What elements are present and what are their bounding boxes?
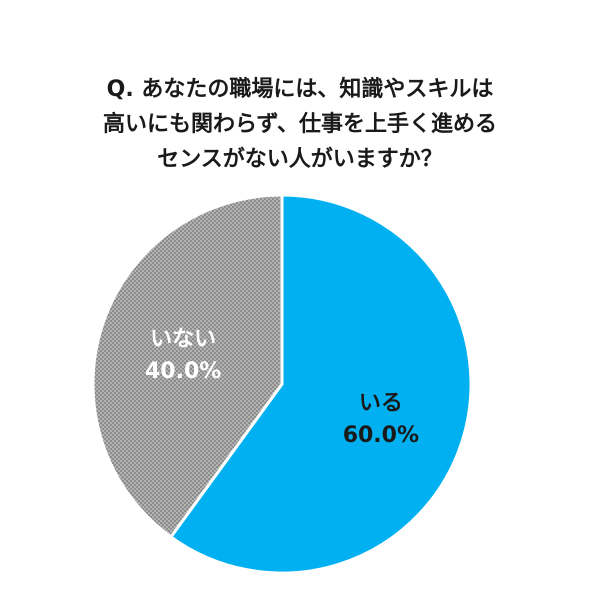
- title-line-3: センスがない人がいますか？: [157, 147, 443, 172]
- chart-title: Q. あなたの職場には、知識やスキルは 高いにも関わらず、仕事を上手く進める セ…: [0, 72, 600, 177]
- pie-slice-2: [91, 193, 284, 539]
- pie-slice-1: [169, 193, 473, 575]
- pie-labels: いる 60.0% いない 40.0%: [145, 327, 419, 448]
- title-line-1: Q. あなたの職場には、知識やスキルは: [106, 77, 494, 102]
- pie-slices: [91, 193, 473, 575]
- slice-label-2: いない: [150, 327, 216, 352]
- slice-value-2: 40.0%: [145, 359, 221, 384]
- title-line-2: 高いにも関わらず、仕事を上手く進める: [102, 112, 498, 137]
- slice-value-1: 60.0%: [343, 423, 419, 448]
- slice-label-1: いる: [359, 391, 403, 416]
